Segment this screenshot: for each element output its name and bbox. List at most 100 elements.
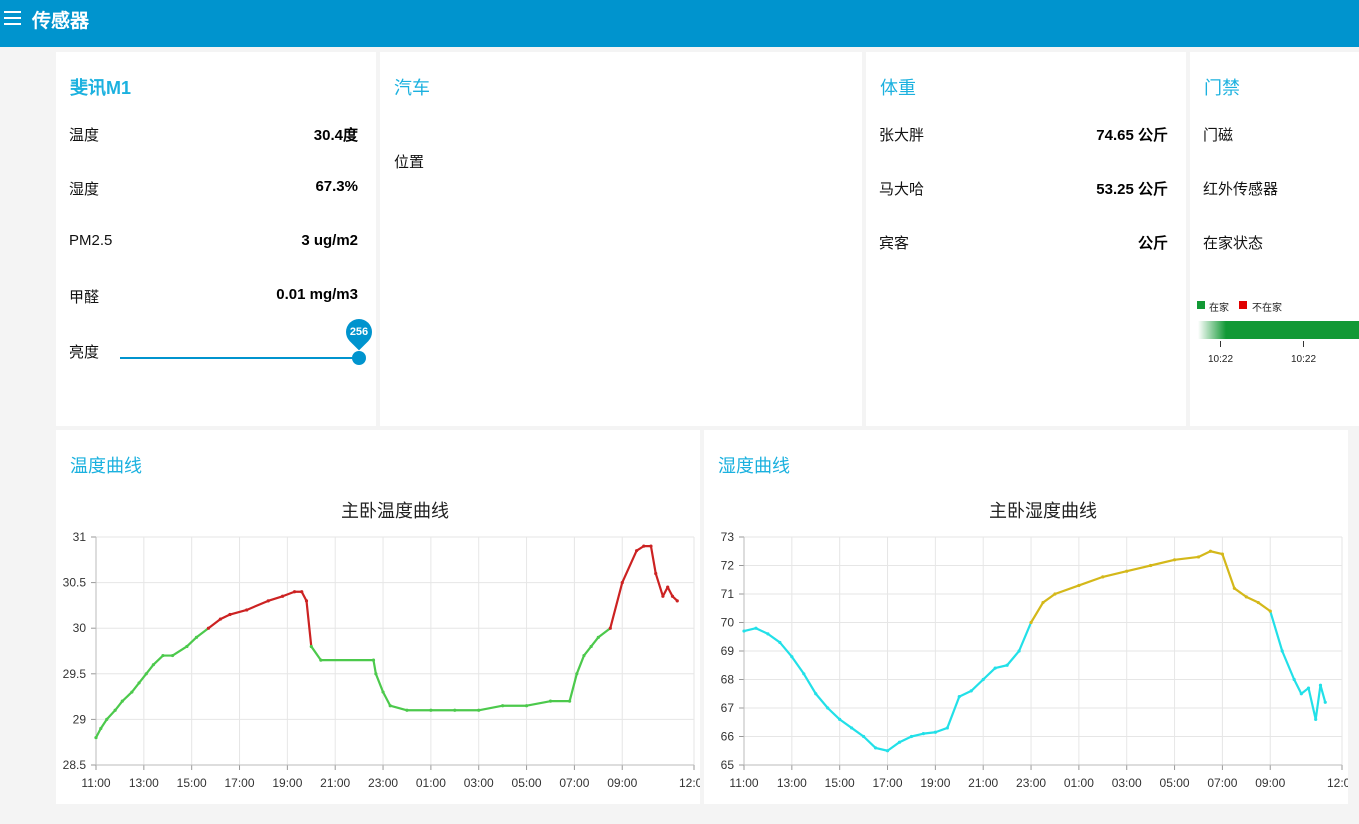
car-card: 汽车 位置 [380,52,862,426]
temperature-value: 30.4度 [313,127,358,144]
temperature-data-point [228,612,232,617]
temperature-x-tick-label: 19:00 [272,776,302,790]
timeline-tick [1220,341,1221,347]
infrared-sensor-label: 红外传感器 [1203,181,1279,198]
temperature-data-point [137,681,141,685]
door-magnet-label: 门磁 [1203,127,1234,144]
temperature-chart-card-title: 温度曲线 [70,456,142,476]
temperature-series-segment [137,672,148,685]
humidity-y-tick-label: 70 [721,616,735,630]
humidity-data-point [778,640,782,645]
humidity-data-point [862,734,866,739]
humidity-data-point [981,677,985,682]
humidity-series-segment [1257,601,1272,613]
temperature-series-segment [649,545,657,575]
temperature-series-segment [114,700,124,712]
temperature-y-tick-label: 29 [73,712,87,726]
humidity-series-segment [970,678,985,692]
temperature-data-point [280,594,285,598]
temperature-series-segment [568,672,578,703]
humidity-series-segment [850,726,865,738]
humidity-data-point [1268,609,1272,613]
humidity-data-point [1196,555,1201,559]
humidity-data-point [826,706,830,710]
temperature-series-segment [477,704,504,712]
humidity-data-point [1299,692,1303,696]
humidity-data-point [1125,569,1129,573]
humidity-x-tick-label: 12:00 [1327,776,1348,790]
humidity-y-tick-label: 67 [721,701,735,715]
humidity-data-point [945,726,949,730]
temperature-y-tick-label: 29.5 [63,667,87,681]
hamburger-menu-icon[interactable] [4,11,22,25]
temperature-x-tick-label: 23:00 [368,776,398,790]
temperature-series-segment [185,636,198,648]
feixun-card-title: 斐讯M1 [70,78,132,98]
brightness-label: 亮度 [69,344,100,361]
weight-card: 体重 张大胖 74.65 公斤 马大哈 53.25 公斤 宾客 公斤 [866,52,1186,426]
brightness-slider-thumb[interactable] [352,351,366,365]
weight-guest-label: 宾客 [879,235,910,252]
humidity-data-point [1306,686,1311,690]
humidity-x-tick-label: 15:00 [825,776,855,790]
weight-card-title: 体重 [880,78,916,98]
temperature-x-tick-label: 03:00 [464,776,494,790]
temperature-series-segment [245,599,270,612]
humidity-chart[interactable]: 主卧湿度曲线 11:00 13:00 15:00 17:00 19:00 21:00 23:0… [704,430,1348,804]
humidity-chart-card-title: 湿度曲线 [718,456,790,476]
timeline-tick-label: 10:22 [1291,354,1317,365]
temperature-x-tick-label: 05:00 [512,776,542,790]
temperature-data-point [654,571,658,576]
humidity-data-point [1232,586,1236,590]
temperature-data-point [266,599,270,603]
humidity-x-tick-label: 23:00 [1016,776,1046,790]
humidity-series-segment [1017,621,1033,653]
timeline-tick [1303,341,1304,347]
humidity-series-segment [766,632,781,644]
humidity-series-segment [874,746,889,752]
humidity-series-segment [814,692,829,710]
temperature-data-point [675,599,679,603]
temperature-x-tick-label: 17:00 [225,776,255,790]
temperature-chart[interactable]: 主卧温度曲线 11:00 13:00 15:00 17:00 19:00 21:00 23:0… [56,430,700,804]
humidity-series-segment [826,706,841,721]
temperature-data-point [374,672,378,676]
humidity-x-tick-label: 17:00 [873,776,903,790]
temperature-data-point [642,544,646,548]
temperature-data-point [589,644,593,649]
humidity-data-point [1280,649,1284,653]
temperature-data-point [620,581,624,585]
temperature-data-point [649,544,653,548]
humidity-data-point [1292,677,1296,682]
humidity-series-segment [1041,592,1057,604]
humidity-x-tick-label: 21:00 [968,776,998,790]
temperature-x-tick-label: 12:00 [679,776,700,790]
temperature-y-tick-label: 30 [73,621,87,635]
temperature-series-segment [621,549,638,584]
temperature-series-segment [597,627,612,639]
temperature-data-point [661,594,665,598]
weight-guest-value: 公斤 [1137,235,1168,252]
temperature-data-point [453,708,457,712]
humidity-data-point [933,730,937,734]
temperature-series-segment [666,586,674,598]
humidity-series-segment [1269,610,1284,653]
feixun-card: 斐讯M1 温度 30.4度 湿度 67.3% PM2.5 3 ug/m2 甲醛 … [56,52,376,426]
humidity-y-tick-label: 71 [721,587,735,601]
temperature-series-segment [305,599,313,648]
temperature-data-point [94,736,98,740]
temperature-chart-title: 主卧温度曲线 [341,501,449,521]
temperature-data-point [309,644,313,649]
brightness-slider[interactable]: 256 [120,313,376,370]
temperature-data-point [206,626,211,630]
temperature-series-segment [228,608,248,616]
temperature-data-point [371,658,376,662]
humidity-series-segment [982,667,997,681]
brightness-slider-track[interactable] [120,357,359,359]
humidity-data-point [1017,649,1021,653]
temperature-data-point [144,672,148,676]
brightness-value-label: 256 [349,326,369,338]
temperature-data-point [381,690,385,694]
temperature-series-segment [145,663,155,675]
temperature-data-point [113,708,117,712]
